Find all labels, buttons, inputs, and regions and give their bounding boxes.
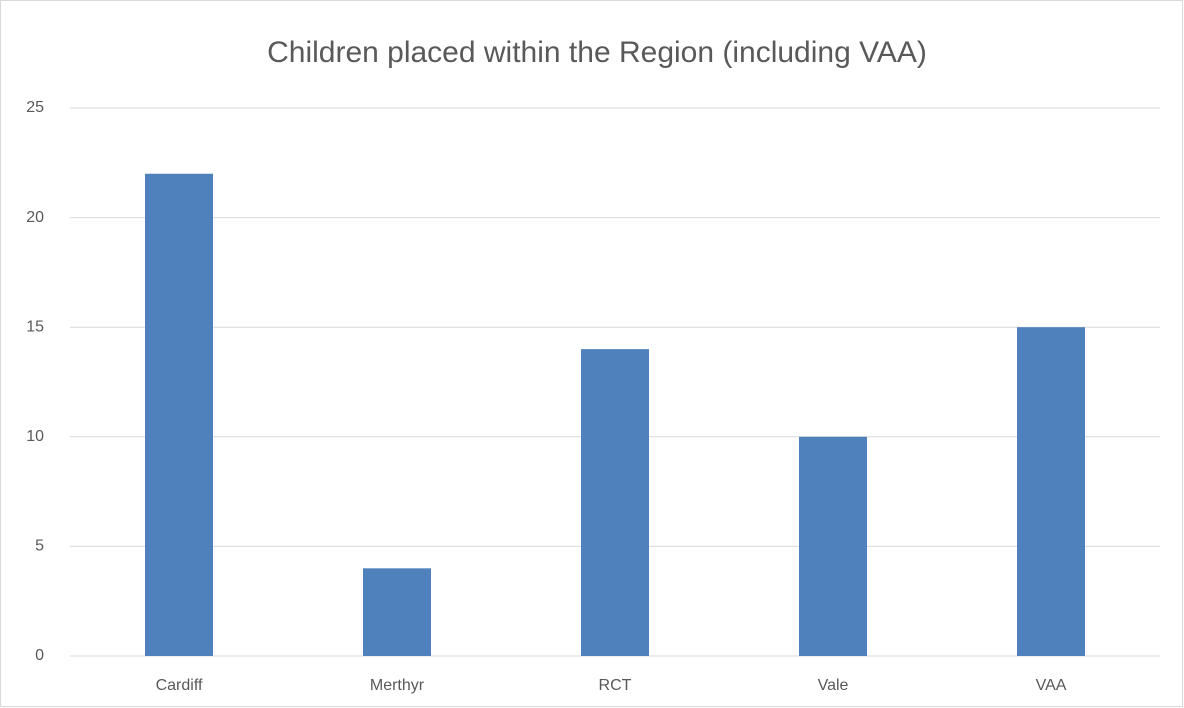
x-tick-label: VAA <box>1036 677 1067 694</box>
bar <box>580 349 650 656</box>
x-tick-label: Vale <box>818 677 849 694</box>
y-tick-label: 10 <box>26 428 44 445</box>
y-tick-label: 20 <box>26 209 44 226</box>
bar <box>798 436 868 656</box>
bar <box>362 568 432 656</box>
y-tick-label: 5 <box>35 538 44 555</box>
chart-title: Children placed within the Region (inclu… <box>267 36 927 69</box>
x-tick-label: Cardiff <box>156 677 203 694</box>
bar <box>1016 327 1086 656</box>
y-tick-label: 0 <box>35 647 44 664</box>
bar <box>144 173 214 656</box>
x-tick-label: Merthyr <box>370 677 425 694</box>
y-tick-label: 25 <box>26 99 44 116</box>
x-tick-label: RCT <box>599 677 632 694</box>
y-tick-label: 15 <box>26 318 44 335</box>
